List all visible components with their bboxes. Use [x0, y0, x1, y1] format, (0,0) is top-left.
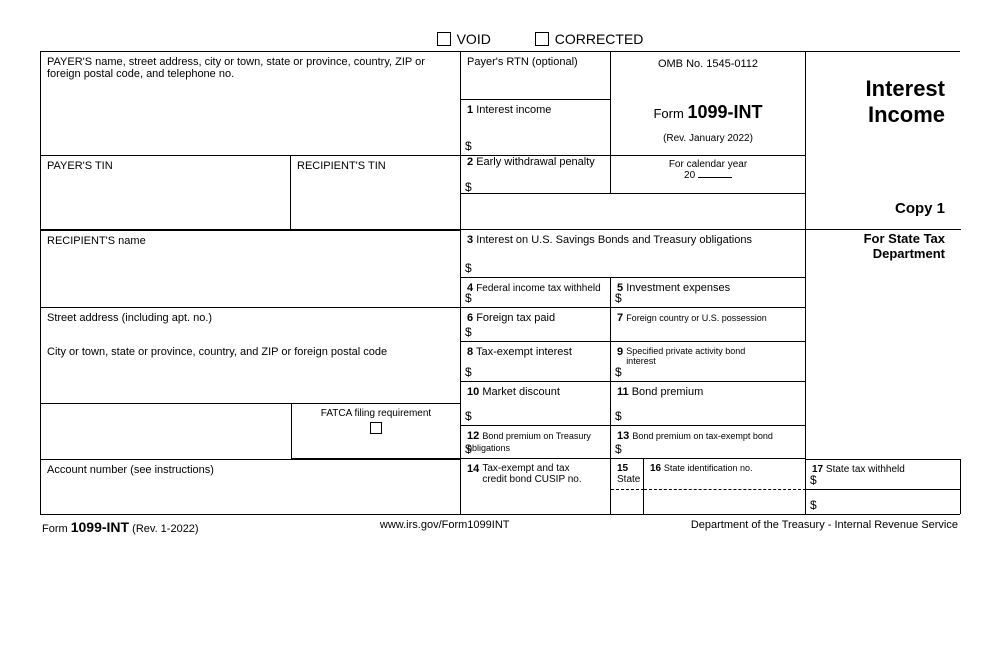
- street-label: Street address (including apt. no.): [47, 312, 212, 324]
- fatca-checkbox[interactable]: [370, 422, 382, 434]
- box-8[interactable]: 8 Tax-exempt interest $: [461, 342, 611, 382]
- box-7[interactable]: 7 Foreign country or U.S. possession: [611, 308, 806, 342]
- box-9[interactable]: 9 Specified private activity bond intere…: [611, 342, 806, 382]
- account-number[interactable]: Account number (see instructions): [41, 459, 461, 514]
- payer-rtn[interactable]: Payer's RTN (optional): [461, 52, 611, 100]
- box-15-top[interactable]: 15 State: [611, 459, 644, 490]
- box-16-top[interactable]: 16 State identification no.: [644, 459, 806, 490]
- fatca[interactable]: FATCA filing requirement: [291, 404, 461, 459]
- box-13[interactable]: 13 Bond premium on tax-exempt bond $: [611, 426, 806, 459]
- box-4[interactable]: 4 Federal income tax withheld $: [461, 278, 611, 308]
- payer-info-label: PAYER'S name, street address, city or to…: [47, 56, 425, 80]
- calendar-year: For calendar year 20: [611, 156, 806, 194]
- copy-1: Copy 1: [812, 200, 955, 217]
- box-3[interactable]: 3 Interest on U.S. Savings Bonds and Tre…: [461, 230, 806, 278]
- box-17-bot[interactable]: $: [806, 490, 961, 514]
- payer-tin-label: PAYER'S TIN: [47, 160, 113, 172]
- street-address[interactable]: Street address (including apt. no.): [41, 308, 461, 342]
- footer: Form 1099-INT (Rev. 1-2022) www.irs.gov/…: [40, 515, 960, 535]
- corrected-label: CORRECTED: [555, 31, 644, 47]
- box-10[interactable]: 10 Market discount $: [461, 382, 611, 426]
- city-label: City or town, state or province, country…: [47, 346, 387, 358]
- box-6[interactable]: 6 Foreign tax paid $: [461, 308, 611, 342]
- form-grid: PAYER'S name, street address, city or to…: [40, 51, 960, 515]
- box-14[interactable]: 14 Tax-exempt and tax credit bond CUSIP …: [461, 459, 611, 514]
- rtn-label: Payer's RTN (optional): [467, 56, 578, 68]
- rev-cell: (Rev. January 2022): [611, 131, 806, 157]
- box-1[interactable]: 1 Interest income $: [461, 100, 611, 156]
- footer-url: www.irs.gov/Form1099INT: [380, 519, 510, 535]
- city-etc[interactable]: City or town, state or province, country…: [41, 342, 461, 404]
- title-cell: Interest Income: [806, 52, 961, 194]
- account-label: Account number (see instructions): [47, 464, 214, 476]
- recipient-tin[interactable]: RECIPIENT'S TIN: [291, 156, 461, 230]
- top-checkboxes: VOID CORRECTED: [160, 30, 960, 47]
- corrected-checkbox[interactable]: [535, 32, 549, 46]
- box-2[interactable]: 2 Early withdrawal penalty $: [461, 194, 806, 230]
- omb-number: OMB No. 1545-0112: [658, 58, 758, 70]
- box-5[interactable]: 5 Investment expenses $: [611, 278, 806, 308]
- fatca-label: FATCA filing requirement: [298, 408, 454, 419]
- footer-form: Form 1099-INT (Rev. 1-2022): [42, 519, 199, 535]
- void-checkbox[interactable]: [437, 32, 451, 46]
- box-12[interactable]: 12 Bond premium on Treasury obligations …: [461, 426, 611, 459]
- box-16-bot[interactable]: [644, 490, 806, 514]
- payer-tin[interactable]: PAYER'S TIN: [41, 156, 291, 230]
- footer-dept: Department of the Treasury - Internal Re…: [691, 519, 958, 535]
- title-interest: Interest: [812, 76, 955, 102]
- box-15-bot[interactable]: [611, 490, 644, 514]
- void-label: VOID: [457, 31, 491, 47]
- recipient-name[interactable]: RECIPIENT'S name: [41, 230, 461, 308]
- title-income: Income: [812, 102, 955, 128]
- payer-info[interactable]: PAYER'S name, street address, city or to…: [41, 52, 461, 156]
- box-17-top[interactable]: 17 State tax withheld $: [806, 459, 961, 490]
- omb-cell: OMB No. 1545-0112: [611, 52, 806, 100]
- fatca-spacer: [41, 404, 291, 459]
- recipient-tin-label: RECIPIENT'S TIN: [297, 160, 386, 172]
- box-11[interactable]: 11 Bond premium $: [611, 382, 806, 426]
- recipient-name-label: RECIPIENT'S name: [47, 235, 146, 247]
- copy-cell: Copy 1 For State Tax Department: [806, 230, 961, 490]
- form-number-cell: Form 1099-INT: [611, 100, 806, 131]
